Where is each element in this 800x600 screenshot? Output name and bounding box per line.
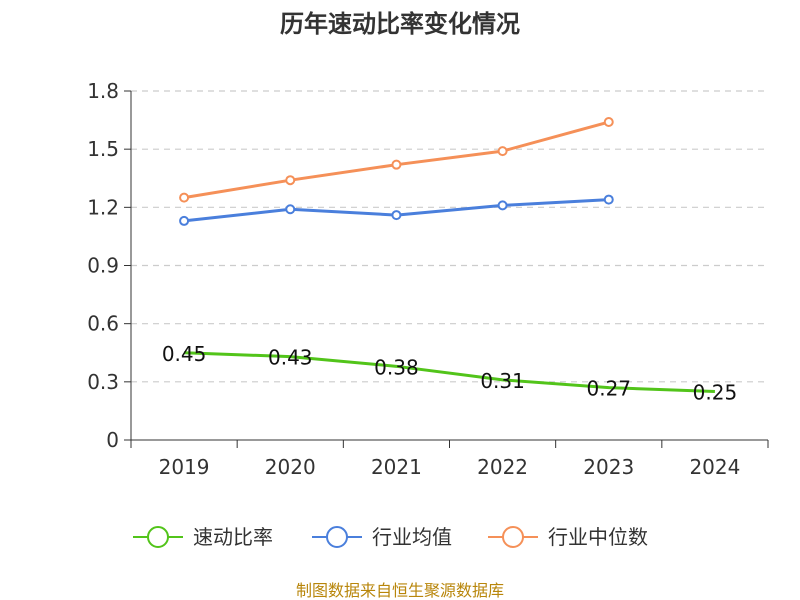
axes: 0 0.3 0.6 0.9 1.2 1.5 1.8 2019 2020 2021 2022 2023 2… [87,79,769,479]
chart-title: 历年速动比率变化情况 [280,10,520,38]
data-label: 0.25 [693,381,738,405]
grid-lines [131,90,768,383]
data-point[interactable] [497,200,508,211]
data-point[interactable] [285,175,296,186]
legend-label: 行业中位数 [548,525,648,549]
data-label: 0.31 [480,369,525,393]
x-tick-label: 2019 [159,455,210,479]
y-tick-label: 0 [106,428,119,452]
data-label: 0.27 [586,377,631,401]
legend-marker [326,526,348,548]
data-point[interactable] [603,194,614,205]
y-tick-label: 1.8 [87,79,119,103]
y-tick-label: 1.2 [87,195,119,219]
data-point[interactable] [391,210,402,221]
legend-item[interactable]: 速动比率 [133,525,273,549]
legend[interactable]: 速动比率 行业均值 行业中位数 [133,525,648,549]
legend-label: 速动比率 [193,525,273,549]
data-point[interactable] [179,215,190,226]
data-label: 0.38 [374,355,419,379]
y-tick-label: 0.9 [87,254,119,278]
series-1: 0.45 0.43 0.38 0.31 0.27 0.25 [162,342,737,405]
legend-label: 行业均值 [372,525,452,549]
x-tick-label: 2023 [583,455,634,479]
legend-item[interactable]: 行业中位数 [488,525,648,549]
data-point[interactable] [179,192,190,203]
data-label: 0.43 [268,346,313,370]
data-point[interactable] [603,117,614,128]
y-tick-label: 0.6 [87,312,119,336]
x-tick-label: 2020 [265,455,316,479]
y-tick-label: 0.3 [87,370,119,394]
data-point[interactable] [285,204,296,215]
series-3 [179,117,614,203]
legend-marker [147,526,169,548]
series-group: 0.45 0.43 0.38 0.31 0.27 0.25 [162,117,737,405]
x-tick-label: 2021 [371,455,422,479]
y-tick-label: 1.5 [87,137,119,161]
legend-marker [502,526,524,548]
data-point[interactable] [391,159,402,170]
source-note: 制图数据来自恒生聚源数据库 [296,581,504,600]
x-tick-label: 2022 [477,455,528,479]
series-2 [179,194,614,226]
data-point[interactable] [497,146,508,157]
legend-item[interactable]: 行业均值 [312,525,452,549]
series-line [184,351,715,394]
data-label: 0.45 [162,342,207,366]
x-tick-label: 2024 [689,455,740,479]
